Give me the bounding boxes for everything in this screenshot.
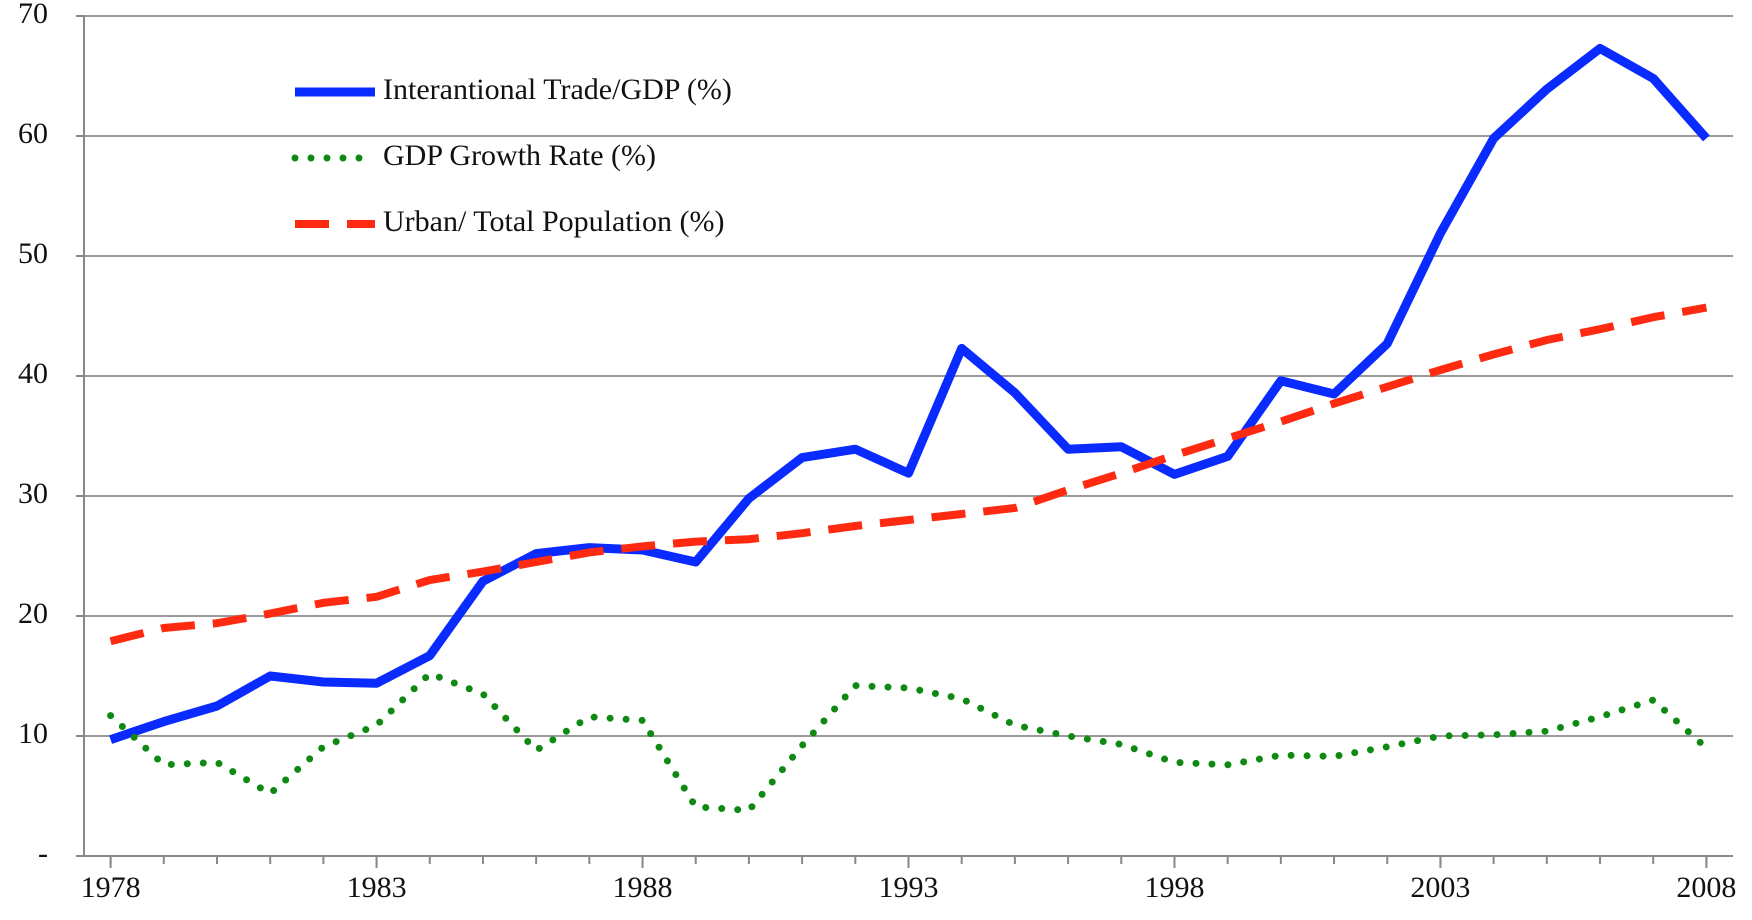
y-tick-label: 10 bbox=[18, 717, 48, 750]
legend-label: Interantional Trade/GDP (%) bbox=[383, 73, 732, 106]
x-tick-label: 1983 bbox=[347, 871, 407, 904]
x-tick-label: 1978 bbox=[81, 871, 141, 904]
y-tick-label: 30 bbox=[18, 477, 48, 510]
y-tick-label: 70 bbox=[18, 0, 48, 30]
y-tick-label: 50 bbox=[18, 237, 48, 270]
legend-label: GDP Growth Rate (%) bbox=[383, 139, 656, 172]
legend-label: Urban/ Total Population (%) bbox=[383, 205, 724, 238]
y-tick-label: 20 bbox=[18, 597, 48, 630]
y-tick-label: 60 bbox=[18, 117, 48, 150]
x-tick-label: 2003 bbox=[1410, 871, 1470, 904]
x-tick-label: 1998 bbox=[1144, 871, 1204, 904]
x-tick-label: 2008 bbox=[1676, 871, 1736, 904]
x-tick-label: 1993 bbox=[879, 871, 939, 904]
series-line bbox=[107, 669, 1710, 815]
y-tick-label: - bbox=[38, 837, 48, 870]
series-line bbox=[109, 43, 1710, 744]
y-tick-label: 40 bbox=[18, 357, 48, 390]
series-line bbox=[109, 303, 1708, 646]
x-tick-label: 1988 bbox=[613, 871, 673, 904]
